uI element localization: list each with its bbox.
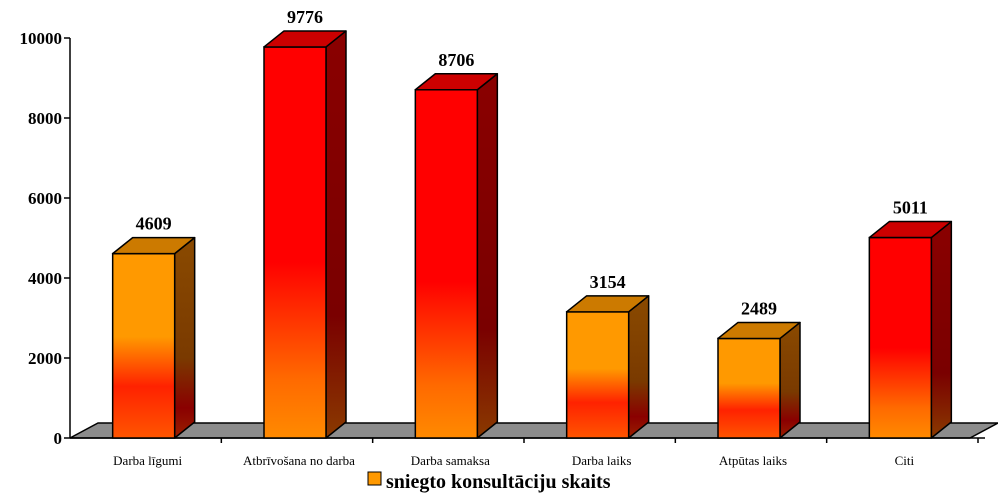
- x-tick-label: Citi: [895, 453, 915, 468]
- bar-5: 2489: [717, 298, 801, 439]
- x-tick-label: Darba samaksa: [411, 453, 490, 468]
- bar-2: 9776: [263, 7, 347, 439]
- bar-front: [717, 337, 781, 439]
- bar-3: 8706: [414, 50, 499, 439]
- bar-front: [263, 46, 327, 439]
- bar-top: [868, 220, 953, 239]
- bar-side: [476, 73, 499, 439]
- legend: sniegto konsultāciju skaits: [367, 471, 611, 493]
- data-label: 5011: [893, 198, 928, 218]
- data-label: 4609: [136, 214, 172, 234]
- bar-top: [414, 73, 499, 91]
- chart-floor: [69, 422, 998, 439]
- bar-front: [868, 236, 933, 439]
- data-label: 8706: [438, 50, 474, 70]
- bar-side: [627, 295, 650, 439]
- y-tick-label: 2000: [28, 349, 62, 368]
- x-tick-label: Darba laiks: [572, 453, 632, 468]
- bar-front: [111, 252, 176, 439]
- bar-top: [717, 321, 801, 340]
- y-tick-label: 8000: [28, 109, 62, 128]
- bar-front: [414, 89, 479, 439]
- x-tick-label: Atpūtas laiks: [719, 453, 787, 468]
- bar-top: [565, 295, 650, 313]
- bar-1: 4609: [111, 214, 196, 439]
- y-tick-label: 10000: [20, 29, 63, 48]
- bar-side: [930, 220, 953, 439]
- bar-side: [779, 321, 801, 439]
- bar-6: 5011: [868, 198, 953, 439]
- bar-front: [565, 311, 630, 439]
- y-tick-label: 6000: [28, 189, 62, 208]
- x-axis-ticks: Darba līgumi Atbrīvošana no darba Darba sa…: [113, 438, 979, 468]
- y-tick-label: 0: [54, 429, 63, 448]
- data-label: 3154: [590, 272, 626, 292]
- legend-swatch: [367, 471, 382, 486]
- data-label: 9776: [287, 7, 323, 27]
- bar-top: [111, 236, 196, 255]
- legend-label: sniegto konsultāciju skaits: [386, 471, 611, 493]
- bar-4: 3154: [565, 272, 650, 439]
- x-tick-label: Atbrīvošana no darba: [243, 453, 355, 468]
- y-tick-label: 4000: [28, 269, 62, 288]
- bar-top: [263, 30, 347, 48]
- x-tick-label: Darba līgumi: [113, 453, 182, 468]
- bar-side: [325, 30, 347, 439]
- y-axis-ticks: 0 2000 4000 6000 8000 10000: [20, 29, 70, 448]
- bar-side: [173, 236, 196, 439]
- data-label: 2489: [741, 298, 777, 318]
- bars-group: 4609 9776 8706 3154 2489 5011: [111, 7, 953, 439]
